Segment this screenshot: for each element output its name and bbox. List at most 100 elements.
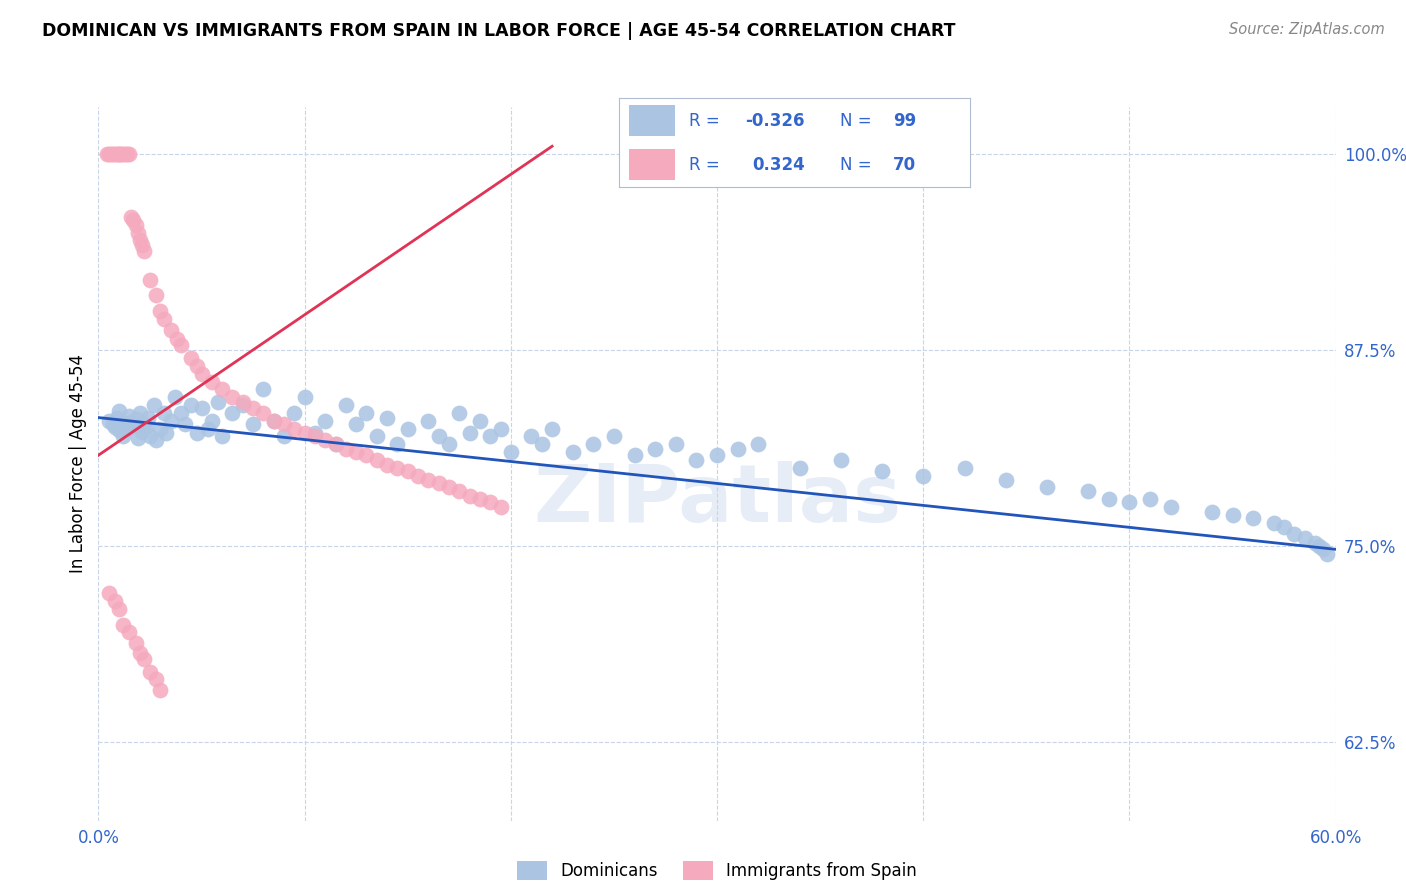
Point	[180, 351, 202, 365]
Point	[145, 433, 167, 447]
Point	[149, 683, 172, 698]
Point	[120, 415, 142, 429]
Point	[108, 147, 131, 161]
Point	[128, 406, 150, 420]
Point	[221, 406, 243, 420]
Point	[201, 414, 224, 428]
Point	[122, 418, 145, 433]
Point	[1308, 539, 1330, 553]
Point	[186, 426, 208, 441]
Point	[366, 453, 388, 467]
Point	[128, 646, 150, 660]
Point	[344, 417, 367, 431]
Point	[1077, 484, 1099, 499]
Text: R =: R =	[689, 112, 725, 130]
Point	[104, 147, 127, 161]
Point	[207, 395, 229, 409]
Point	[108, 147, 131, 161]
Point	[458, 426, 481, 441]
Point	[1139, 492, 1161, 507]
Point	[112, 147, 135, 161]
Point	[1241, 511, 1264, 525]
Point	[114, 417, 136, 431]
Point	[335, 398, 357, 412]
Point	[118, 147, 141, 161]
Text: N =: N =	[839, 155, 877, 174]
Point	[131, 238, 153, 252]
Point	[124, 218, 146, 232]
Point	[101, 147, 124, 161]
Point	[197, 421, 219, 435]
Point	[108, 404, 131, 418]
Point	[1303, 536, 1326, 550]
Point	[170, 406, 193, 420]
Point	[603, 429, 626, 443]
Point	[406, 468, 429, 483]
Point	[541, 421, 564, 435]
Point	[127, 226, 149, 240]
Point	[105, 410, 128, 425]
Point	[128, 233, 150, 247]
Point	[112, 429, 135, 443]
Point	[145, 673, 167, 687]
Point	[131, 425, 153, 439]
Point	[994, 473, 1017, 487]
Point	[356, 406, 378, 420]
Point	[232, 395, 254, 409]
Point	[122, 213, 145, 227]
Point	[458, 489, 481, 503]
Point	[132, 652, 155, 666]
Point	[163, 390, 186, 404]
Point	[1272, 520, 1295, 534]
Point	[1118, 495, 1140, 509]
Point	[912, 468, 935, 483]
Point	[294, 390, 316, 404]
Point	[789, 460, 811, 475]
Point	[97, 147, 120, 161]
Point	[520, 429, 543, 443]
Point	[118, 625, 141, 640]
Point	[242, 401, 264, 416]
Point	[468, 414, 491, 428]
Point	[727, 442, 749, 456]
Text: R =: R =	[689, 155, 730, 174]
Point	[1098, 492, 1121, 507]
Point	[294, 426, 316, 441]
Point	[108, 423, 131, 437]
Point	[375, 410, 398, 425]
Legend: Dominicans, Immigrants from Spain: Dominicans, Immigrants from Spain	[517, 861, 917, 880]
Point	[427, 476, 450, 491]
Point	[149, 421, 172, 435]
Point	[325, 437, 347, 451]
Point	[252, 406, 274, 420]
Point	[190, 367, 212, 381]
Point	[479, 495, 502, 509]
Text: 70: 70	[893, 155, 915, 174]
Point	[582, 437, 605, 451]
Point	[211, 382, 233, 396]
Point	[1160, 500, 1182, 514]
Point	[143, 398, 166, 412]
Point	[174, 417, 197, 431]
Point	[468, 492, 491, 507]
Y-axis label: In Labor Force | Age 45-54: In Labor Force | Age 45-54	[69, 354, 87, 574]
Point	[180, 398, 202, 412]
Point	[387, 437, 409, 451]
Point	[153, 406, 176, 420]
Point	[499, 445, 522, 459]
Point	[120, 210, 142, 224]
Point	[335, 442, 357, 456]
Point	[114, 147, 136, 161]
Point	[273, 429, 295, 443]
Point	[953, 460, 976, 475]
Point	[1222, 508, 1244, 522]
Point	[644, 442, 666, 456]
Point	[139, 665, 162, 679]
Point	[304, 426, 326, 441]
Point	[418, 473, 440, 487]
Point	[166, 332, 188, 346]
Point	[273, 417, 295, 431]
Point	[870, 464, 893, 478]
Point	[685, 453, 707, 467]
Point	[97, 414, 120, 428]
